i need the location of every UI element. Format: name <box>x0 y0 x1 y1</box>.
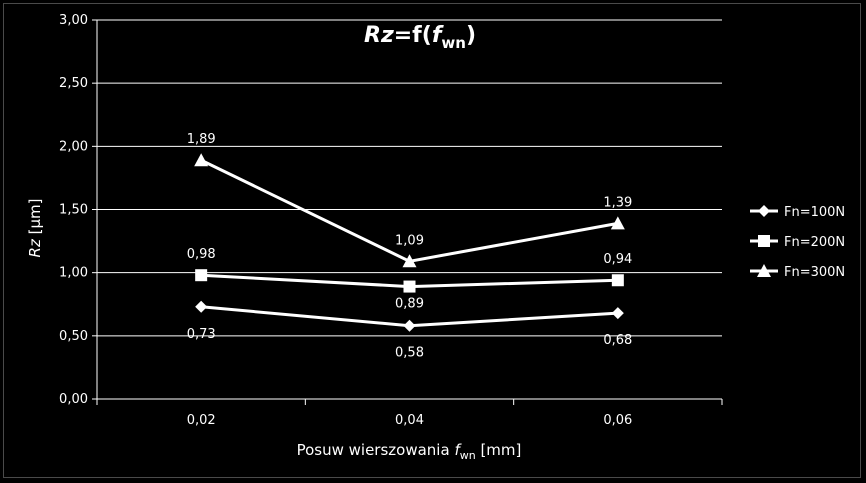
y-tick-label: 0,50 <box>59 329 88 344</box>
data-label: 0,94 <box>603 252 632 267</box>
data-labels: 0,73 0,58 0,68 0,98 0,89 0,94 1,89 1,09 1,39 <box>187 132 633 360</box>
x-axis-title: Posuw wierszowania fwn [mm] <box>297 441 522 462</box>
x-tick-label: 0,04 <box>395 413 424 428</box>
square-marker <box>403 280 416 293</box>
chart-title-sym: f <box>432 23 444 48</box>
x-axis-title-prefix: Posuw wierszowania <box>297 441 455 459</box>
y-tick-label: 2,00 <box>59 139 88 154</box>
y-tick-label: 2,50 <box>59 76 88 91</box>
chart-title-eq: =f( <box>394 23 432 48</box>
y-tick-label: 3,00 <box>59 13 88 28</box>
triangle-marker <box>194 153 209 167</box>
y-tick-labels: 0,00 0,50 1,00 1,50 2,00 2,50 3,00 <box>59 13 88 407</box>
data-label: 0,98 <box>187 247 216 262</box>
chart-title-sub: wn <box>441 34 466 52</box>
x-tick-label: 0,02 <box>187 413 216 428</box>
legend-diamond-marker <box>758 205 770 217</box>
x-tick-labels: 0,02 0,04 0,06 <box>187 413 633 428</box>
triangle-marker <box>610 216 625 230</box>
y-tick-label: 0,00 <box>59 392 88 407</box>
x-axis-title-sub: wn <box>460 449 476 462</box>
legend: Fn=100N Fn=200N Fn=300N <box>750 205 845 280</box>
diamond-marker <box>611 307 624 320</box>
series-group <box>194 153 625 332</box>
data-label: 0,58 <box>395 346 424 361</box>
legend-label: Fn=200N <box>784 235 845 250</box>
square-marker <box>611 274 624 287</box>
chart-frame <box>3 3 861 478</box>
legend-label: Fn=100N <box>784 205 845 220</box>
data-label: 1,39 <box>603 195 632 210</box>
x-axis-title-sym: f <box>454 441 462 459</box>
y-axis-title-unit: [µm] <box>26 199 44 240</box>
diamond-marker <box>403 319 416 332</box>
axes <box>92 19 723 405</box>
triangle-marker <box>402 254 417 268</box>
chart-title: Rz=f(fwn) <box>364 23 476 52</box>
legend-label: Fn=300N <box>784 265 845 280</box>
y-axis-title-sym: Rz <box>26 238 44 257</box>
chart-title-close: ) <box>466 23 476 48</box>
diamond-marker <box>195 300 208 313</box>
x-axis-title-suffix: [mm] <box>476 441 522 459</box>
y-tick-label: 1,50 <box>59 203 88 218</box>
square-marker <box>195 269 208 282</box>
y-tick-label: 1,00 <box>59 266 88 281</box>
x-tick-label: 0,06 <box>603 413 632 428</box>
data-label: 0,89 <box>395 297 424 312</box>
legend-triangle-marker <box>757 264 771 277</box>
legend-square-marker <box>758 235 770 247</box>
y-axis-title: Rz [µm] <box>26 199 44 258</box>
data-label: 0,68 <box>603 333 632 348</box>
data-label: 1,09 <box>395 233 424 248</box>
data-label: 0,73 <box>187 327 216 342</box>
data-label: 1,89 <box>187 132 216 147</box>
chart-title-main: Rz <box>364 23 394 48</box>
